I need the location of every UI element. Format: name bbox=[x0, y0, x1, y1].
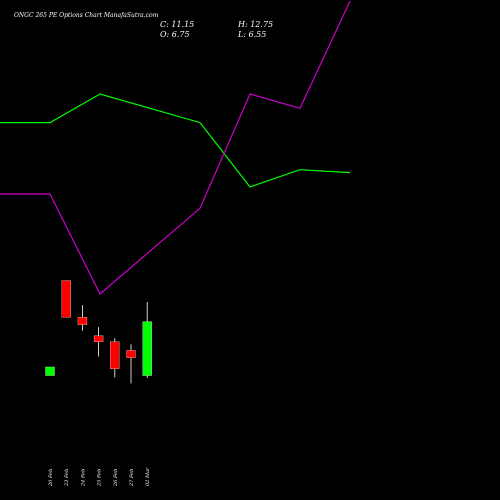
candle-02-mar bbox=[142, 302, 152, 378]
candle-body bbox=[142, 321, 152, 376]
candlestick-series bbox=[45, 280, 152, 384]
open-value: O: 6.75 bbox=[160, 30, 190, 39]
candle-body bbox=[110, 341, 120, 369]
x-tick-label: 26 Feb bbox=[113, 469, 119, 487]
lower-line bbox=[0, 0, 351, 295]
low-value: L: 6.55 bbox=[237, 30, 266, 39]
candle-body bbox=[93, 335, 104, 342]
candle-26-feb bbox=[110, 338, 120, 378]
chart-title: ONGC 265 PE Options Chart ManafaSutra.co… bbox=[14, 12, 159, 19]
high-value: H: 12.75 bbox=[237, 20, 273, 29]
candle-body bbox=[45, 366, 55, 376]
candle-27-feb bbox=[126, 344, 136, 384]
x-axis-ticks: 20 Feb 23 Feb 24 Feb 25 Feb 26 Feb 27 Feb 02 M… bbox=[48, 467, 151, 487]
candle-body bbox=[77, 317, 88, 325]
x-tick-label: 25 Feb bbox=[97, 469, 103, 487]
x-tick-label: 24 Feb bbox=[80, 469, 86, 487]
x-tick-label: 02 Mar bbox=[145, 467, 151, 486]
upper-line bbox=[0, 93, 351, 188]
candle-25-feb bbox=[93, 327, 104, 357]
x-tick-label: 20 Feb bbox=[48, 469, 54, 487]
candle-24-feb bbox=[77, 305, 88, 331]
indicator-lines bbox=[0, 0, 351, 295]
candle-23-feb bbox=[61, 280, 71, 318]
candle-body bbox=[126, 350, 136, 358]
x-tick-label: 23 Feb bbox=[64, 469, 70, 487]
x-tick-label: 27 Feb bbox=[129, 469, 135, 487]
close-value: C: 11.15 bbox=[160, 20, 194, 29]
candle-body bbox=[61, 280, 71, 318]
candle-20-feb bbox=[45, 366, 55, 376]
